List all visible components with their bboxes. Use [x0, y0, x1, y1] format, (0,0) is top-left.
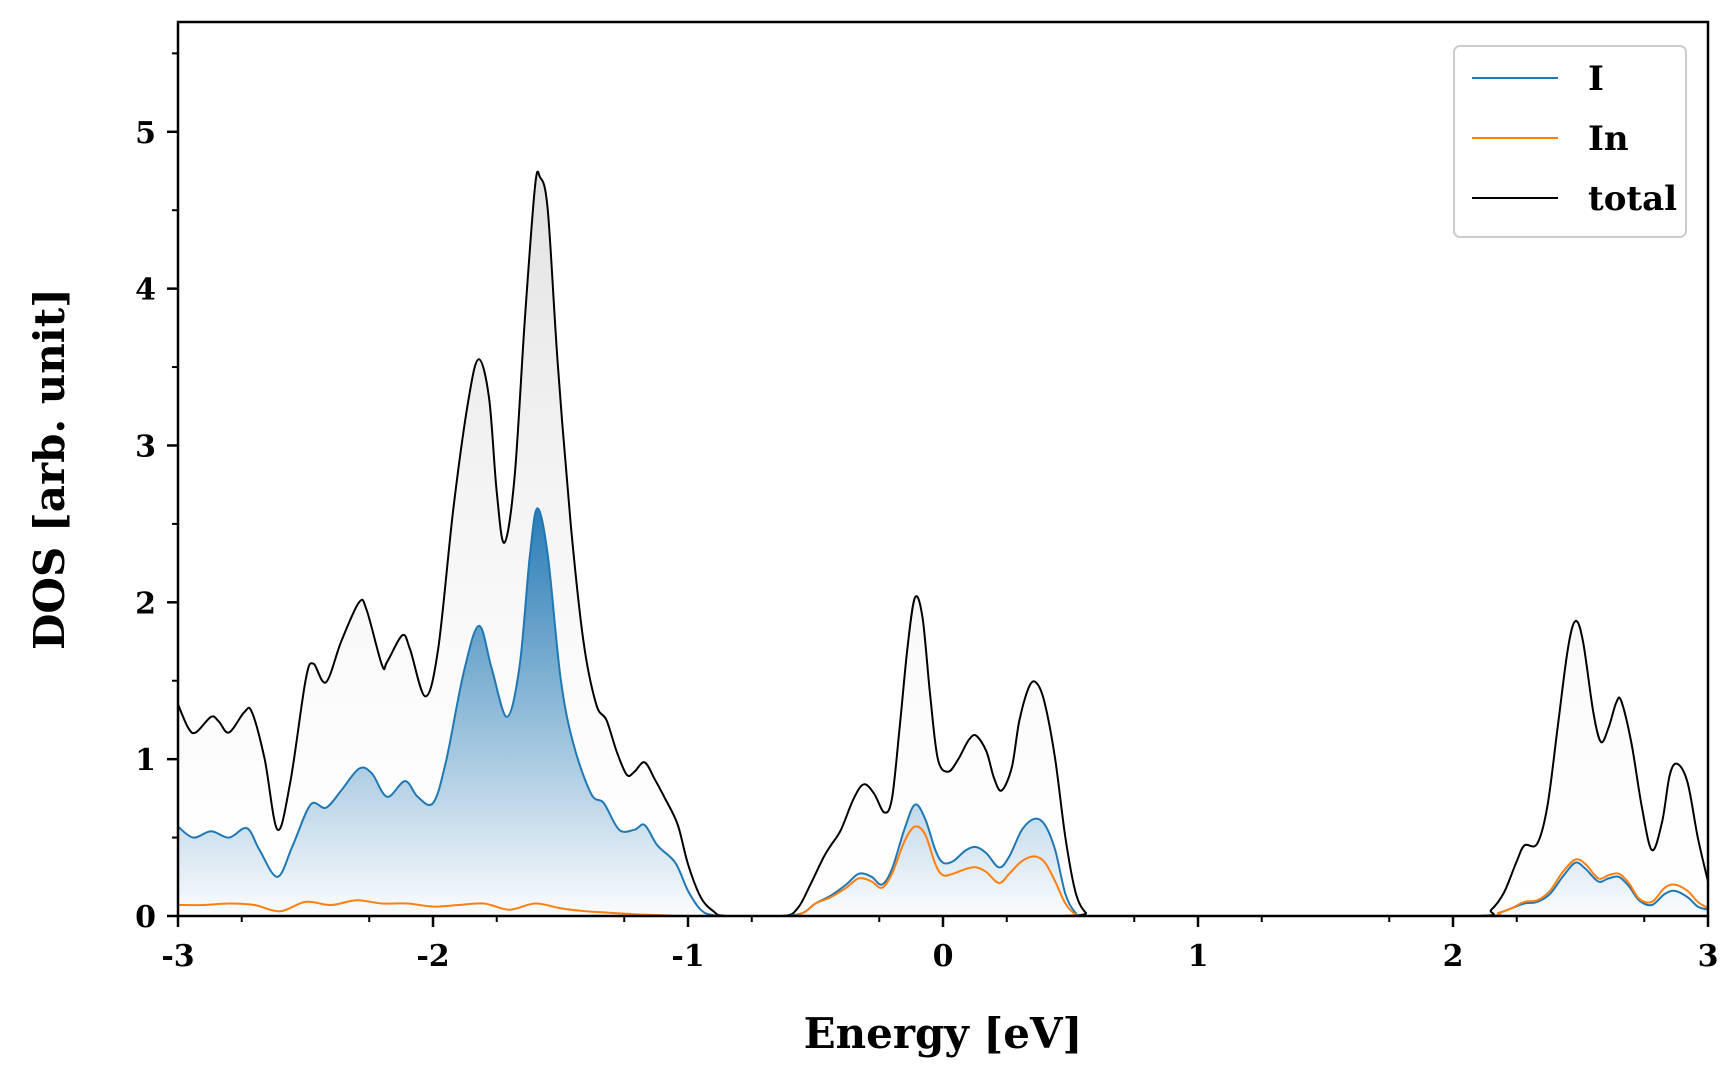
y-axis: 0 1 2 3 4 5: [135, 52, 178, 935]
area-fills: [178, 171, 1708, 916]
series-fill-i: [178, 508, 1708, 916]
legend-label-in: In: [1588, 119, 1629, 159]
y-tick-label: 1: [135, 743, 156, 778]
series-lines: [178, 170, 1708, 916]
y-tick-label: 4: [135, 273, 156, 308]
x-tick-label: 0: [933, 939, 954, 974]
x-tick-label: -3: [161, 939, 194, 974]
legend-label-i: I: [1588, 59, 1604, 99]
x-tick-label: -2: [416, 939, 449, 974]
series-line-i: [178, 507, 1708, 916]
x-tick-label: 3: [1698, 939, 1719, 974]
series-line-in: [178, 825, 1708, 916]
x-tick-label: 2: [1443, 939, 1464, 974]
x-tick-label: -1: [671, 939, 704, 974]
x-axis: -3 -2 -1 0 1 2 3: [161, 916, 1718, 974]
y-tick-label: 0: [135, 900, 156, 935]
series-line-total: [178, 170, 1708, 916]
y-tick-label: 5: [135, 116, 156, 151]
legend: I In total: [1453, 45, 1687, 238]
x-axis-title: Energy [eV]: [804, 1009, 1083, 1058]
y-tick-label: 3: [135, 429, 156, 464]
y-tick-label: 2: [135, 586, 156, 621]
legend-label-total: total: [1588, 179, 1677, 219]
x-tick-label: 1: [1188, 939, 1209, 974]
legend-box: [1453, 45, 1687, 238]
y-axis-title: DOS [arb. unit]: [25, 288, 74, 650]
